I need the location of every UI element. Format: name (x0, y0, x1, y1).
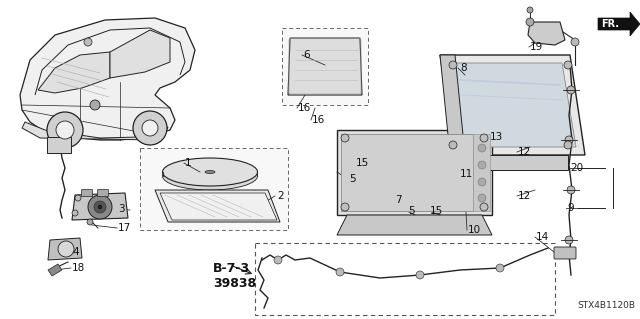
Polygon shape (282, 28, 368, 105)
Circle shape (133, 111, 167, 145)
Polygon shape (140, 148, 288, 230)
Polygon shape (72, 193, 128, 220)
Text: 13: 13 (490, 132, 503, 142)
Polygon shape (20, 18, 195, 140)
Text: 19: 19 (530, 42, 543, 52)
Circle shape (72, 210, 78, 216)
Polygon shape (440, 55, 465, 155)
Text: 16: 16 (298, 103, 311, 113)
Circle shape (567, 186, 575, 194)
Circle shape (449, 61, 457, 69)
Circle shape (84, 38, 92, 46)
Text: 15: 15 (356, 158, 369, 168)
Circle shape (142, 120, 158, 136)
Circle shape (478, 144, 486, 152)
Text: 4: 4 (72, 247, 79, 257)
Text: 18: 18 (72, 263, 85, 273)
Polygon shape (48, 238, 82, 260)
Circle shape (56, 121, 74, 139)
Circle shape (527, 7, 533, 13)
Circle shape (336, 268, 344, 276)
Circle shape (478, 194, 486, 202)
Circle shape (571, 38, 579, 46)
FancyBboxPatch shape (337, 130, 492, 215)
Circle shape (90, 100, 100, 110)
Circle shape (565, 236, 573, 244)
Polygon shape (22, 122, 168, 140)
Circle shape (47, 112, 83, 148)
Circle shape (480, 134, 488, 142)
Text: 7: 7 (395, 195, 402, 205)
Text: 12: 12 (518, 147, 531, 157)
Circle shape (496, 264, 504, 272)
Circle shape (478, 178, 486, 186)
Text: B-7-3
39838: B-7-3 39838 (213, 262, 256, 290)
Text: 11: 11 (460, 169, 473, 179)
Text: 15: 15 (430, 206, 444, 216)
Polygon shape (288, 38, 362, 95)
Text: 2: 2 (277, 191, 284, 201)
FancyBboxPatch shape (81, 189, 93, 197)
Text: 9: 9 (567, 203, 573, 213)
Ellipse shape (163, 162, 257, 190)
Circle shape (480, 203, 488, 211)
FancyBboxPatch shape (47, 137, 71, 153)
Circle shape (567, 86, 575, 94)
Text: STX4B1120B: STX4B1120B (577, 301, 635, 310)
Polygon shape (48, 264, 62, 276)
Text: 8: 8 (460, 63, 467, 73)
Circle shape (478, 161, 486, 169)
Text: 5: 5 (408, 206, 415, 216)
Circle shape (564, 61, 572, 69)
Text: 20: 20 (570, 163, 583, 173)
FancyBboxPatch shape (341, 134, 473, 211)
Circle shape (75, 195, 81, 201)
FancyBboxPatch shape (473, 134, 490, 211)
Circle shape (87, 219, 93, 225)
Circle shape (341, 134, 349, 142)
Polygon shape (598, 12, 640, 36)
Polygon shape (440, 55, 585, 155)
Circle shape (98, 205, 102, 209)
Ellipse shape (163, 158, 257, 186)
Polygon shape (110, 30, 170, 78)
Text: 16: 16 (312, 115, 325, 125)
Circle shape (88, 195, 112, 219)
Text: FR.: FR. (601, 19, 619, 29)
Text: 14: 14 (536, 232, 549, 242)
Text: 3: 3 (118, 204, 125, 214)
Text: 12: 12 (518, 191, 531, 201)
Circle shape (341, 203, 349, 211)
Circle shape (449, 141, 457, 149)
Polygon shape (38, 52, 110, 93)
Polygon shape (450, 63, 576, 147)
FancyBboxPatch shape (453, 155, 568, 170)
Text: 5: 5 (349, 174, 356, 184)
Circle shape (564, 141, 572, 149)
Text: 10: 10 (468, 225, 481, 235)
Circle shape (526, 18, 534, 26)
Ellipse shape (205, 170, 215, 174)
Circle shape (274, 256, 282, 264)
Polygon shape (337, 215, 492, 235)
Text: 17: 17 (118, 223, 131, 233)
Text: 1: 1 (185, 158, 191, 168)
FancyBboxPatch shape (554, 247, 576, 259)
Circle shape (94, 201, 106, 213)
Circle shape (565, 136, 573, 144)
Polygon shape (160, 193, 277, 220)
Circle shape (416, 271, 424, 279)
Polygon shape (155, 190, 280, 222)
Polygon shape (528, 22, 565, 45)
Circle shape (58, 241, 74, 257)
FancyBboxPatch shape (97, 189, 109, 197)
Text: 6: 6 (303, 50, 310, 60)
